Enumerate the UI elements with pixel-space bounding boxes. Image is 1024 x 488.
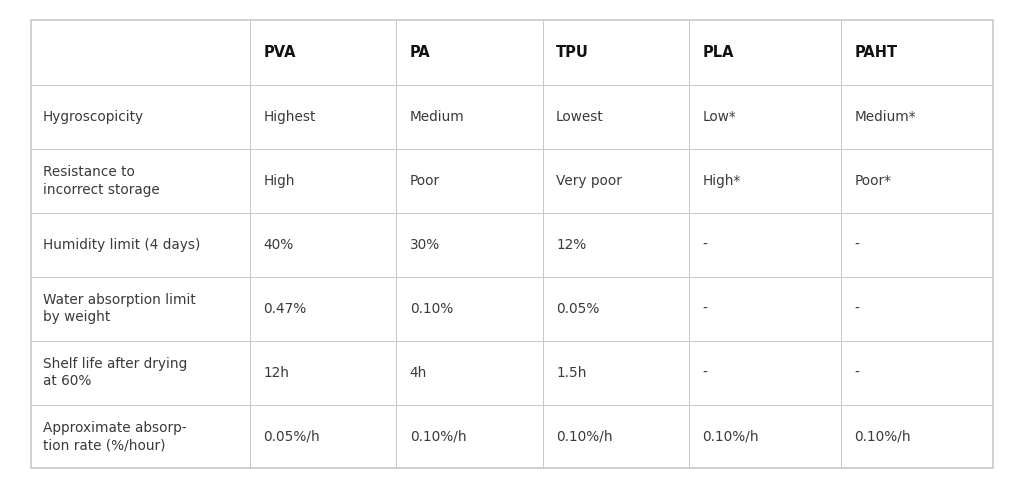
Text: -: - <box>854 302 859 316</box>
Text: Approximate absorp-
tion rate (%/hour): Approximate absorp- tion rate (%/hour) <box>43 421 186 452</box>
Text: PLA: PLA <box>702 44 734 60</box>
Text: Shelf life after drying
at 60%: Shelf life after drying at 60% <box>43 357 187 388</box>
Text: 0.47%: 0.47% <box>263 302 307 316</box>
Text: Hygroscopicity: Hygroscopicity <box>43 110 144 123</box>
Text: 12h: 12h <box>263 366 290 380</box>
Text: TPU: TPU <box>556 44 589 60</box>
Text: -: - <box>702 366 708 380</box>
Text: 40%: 40% <box>263 238 294 251</box>
Text: 4h: 4h <box>410 366 427 380</box>
Text: Medium*: Medium* <box>854 110 916 123</box>
Text: Highest: Highest <box>263 110 315 123</box>
Text: PAHT: PAHT <box>854 44 898 60</box>
Text: Very poor: Very poor <box>556 174 622 187</box>
Text: High*: High* <box>702 174 740 187</box>
Text: 0.10%/h: 0.10%/h <box>410 429 466 444</box>
Text: 0.10%/h: 0.10%/h <box>556 429 612 444</box>
Text: Poor*: Poor* <box>854 174 891 187</box>
Text: 0.05%/h: 0.05%/h <box>263 429 321 444</box>
Text: 0.05%: 0.05% <box>556 302 599 316</box>
Text: 1.5h: 1.5h <box>556 366 587 380</box>
Text: -: - <box>854 366 859 380</box>
Text: Water absorption limit
by weight: Water absorption limit by weight <box>43 293 196 325</box>
Text: 12%: 12% <box>556 238 587 251</box>
Text: Poor: Poor <box>410 174 440 187</box>
Text: PA: PA <box>410 44 430 60</box>
Text: Medium: Medium <box>410 110 465 123</box>
Text: Resistance to
incorrect storage: Resistance to incorrect storage <box>43 164 160 197</box>
Text: -: - <box>702 302 708 316</box>
Text: 0.10%/h: 0.10%/h <box>702 429 759 444</box>
Text: -: - <box>702 238 708 251</box>
Text: 0.10%/h: 0.10%/h <box>854 429 911 444</box>
Text: Lowest: Lowest <box>556 110 604 123</box>
Text: High: High <box>263 174 295 187</box>
Text: Low*: Low* <box>702 110 736 123</box>
Text: Humidity limit (4 days): Humidity limit (4 days) <box>43 238 201 251</box>
Text: 0.10%: 0.10% <box>410 302 453 316</box>
Text: PVA: PVA <box>263 44 296 60</box>
Text: -: - <box>854 238 859 251</box>
Text: 30%: 30% <box>410 238 440 251</box>
